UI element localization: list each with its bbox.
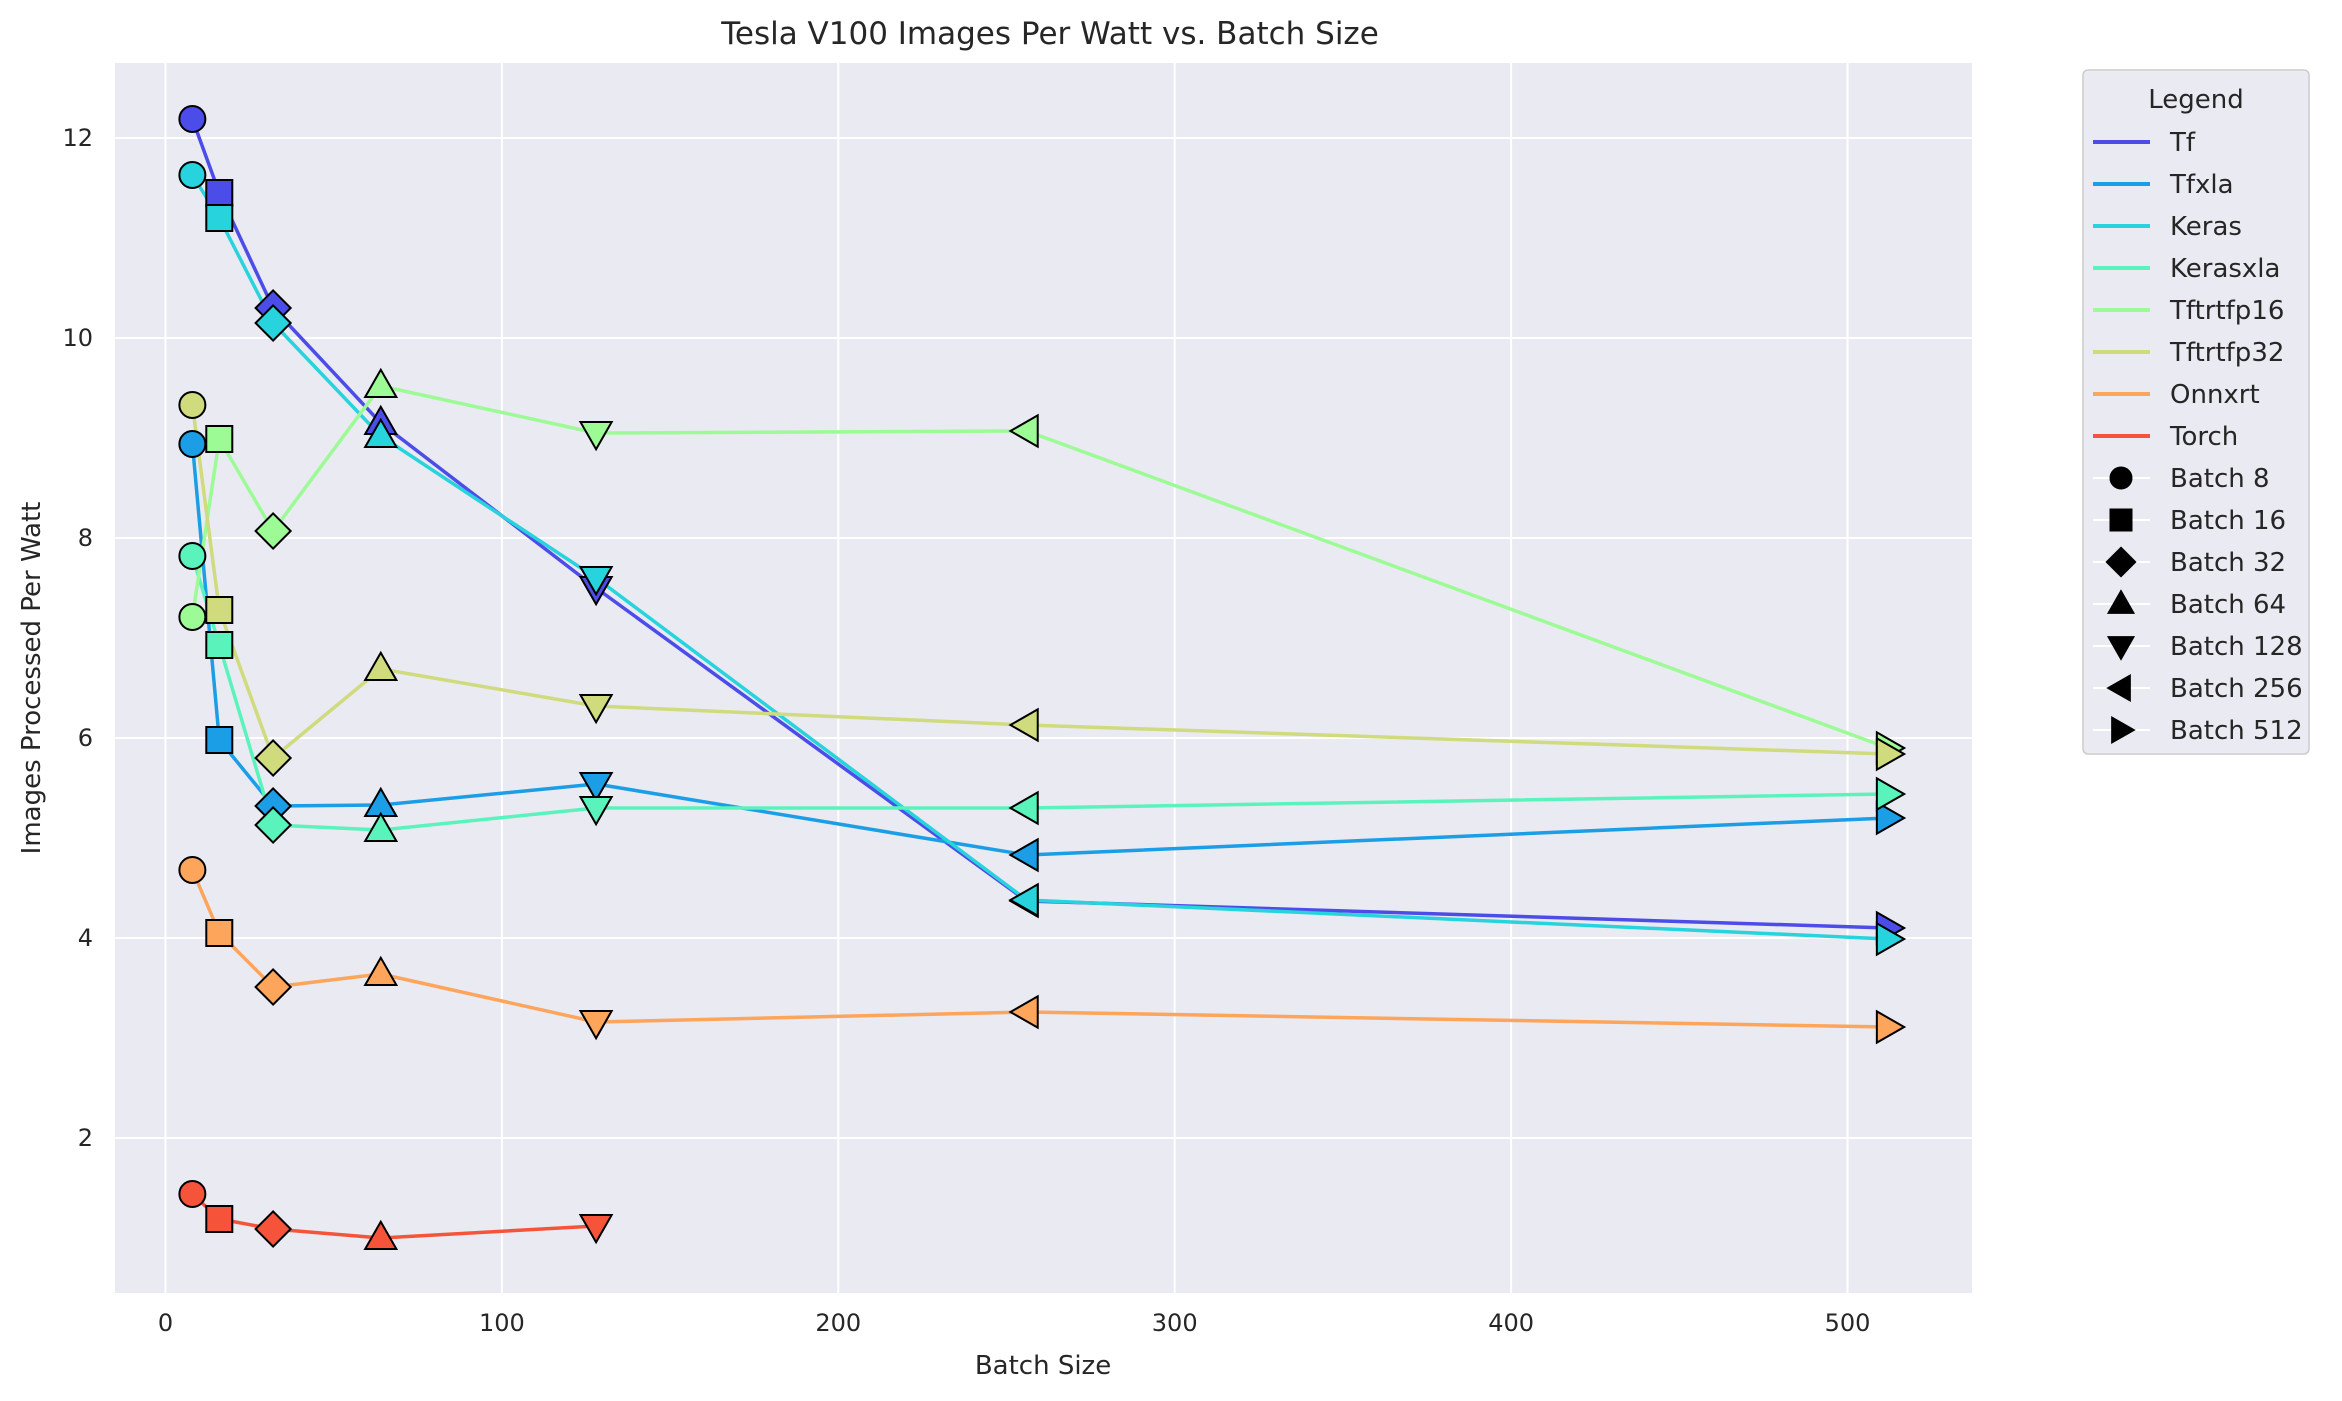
data-point-tf-batch-8 — [178, 105, 207, 133]
data-point-onnxrt-batch-8 — [178, 856, 207, 884]
x-tick-label: 400 — [1488, 1309, 1534, 1337]
y-tick-label: 10 — [62, 324, 93, 352]
data-point-tftrtfp32-batch-512 — [1875, 736, 1907, 772]
data-point-tftrtfp32-batch-32 — [254, 739, 293, 777]
data-point-onnxrt-batch-32 — [254, 968, 293, 1006]
data-point-tfxla-batch-8 — [178, 430, 207, 458]
legend-label: Batch 64 — [2170, 590, 2286, 620]
data-point-kerasxla-batch-32 — [254, 806, 293, 844]
legend-label: Kerasxla — [2170, 254, 2280, 284]
legend-marker-triangle-up — [2106, 589, 2136, 614]
data-point-keras-batch-8 — [178, 161, 207, 189]
y-tick-label: 8 — [78, 524, 93, 552]
data-point-tftrtfp32-batch-16 — [205, 596, 234, 624]
legend-label: Torch — [2169, 422, 2238, 452]
data-point-tftrtfp16-batch-64 — [363, 367, 399, 399]
legend-label: Keras — [2170, 212, 2242, 242]
data-point-tfxla-batch-512 — [1875, 800, 1907, 836]
x-tick-label: 500 — [1825, 1309, 1871, 1337]
legend-label: Batch 16 — [2170, 506, 2286, 536]
grid — [115, 63, 1972, 1293]
data-point-keras-batch-256 — [1008, 882, 1039, 918]
y-tick-label: 2 — [78, 1124, 93, 1152]
legend-label: Batch 512 — [2170, 716, 2303, 746]
series-markers — [178, 105, 1907, 1251]
data-point-onnxrt-batch-16 — [205, 919, 234, 947]
x-axis-label: Batch Size — [975, 1351, 1111, 1381]
data-point-keras-batch-16 — [205, 204, 234, 232]
data-point-kerasxla-batch-256 — [1008, 790, 1039, 826]
data-point-tfxla-batch-16 — [205, 726, 234, 754]
y-tick-label: 6 — [78, 724, 93, 752]
legend-label: Onnxrt — [2170, 380, 2260, 410]
legend: Legend Tf Tfxla Keras Kerasxla Tftrtfp16 Tftr… — [2082, 69, 2310, 755]
data-point-kerasxla-batch-64 — [363, 811, 399, 843]
data-point-keras-batch-32 — [254, 304, 293, 342]
data-point-torch-batch-16 — [205, 1205, 234, 1233]
legend-marker-triangle-left — [2106, 673, 2131, 703]
data-point-onnxrt-batch-256 — [1008, 994, 1039, 1030]
y-tick-label: 4 — [78, 924, 93, 952]
legend-label: Batch 256 — [2170, 674, 2303, 704]
chart-title: Tesla V100 Images Per Watt vs. Batch Siz… — [720, 16, 1379, 52]
data-point-kerasxla-batch-128 — [578, 795, 614, 827]
legend-marker-diamond — [2105, 546, 2137, 578]
data-point-tf-batch-16 — [205, 179, 234, 207]
data-point-tftrtfp16-batch-16 — [205, 425, 234, 453]
data-point-torch-batch-32 — [254, 1210, 293, 1248]
data-point-onnxrt-batch-128 — [578, 1009, 614, 1041]
y-axis-label: Images Processed Per Watt — [17, 502, 47, 855]
data-point-kerasxla-batch-512 — [1875, 776, 1907, 812]
legend-marker-triangle-right — [2111, 715, 2136, 745]
legend-marker-circle — [2109, 466, 2133, 490]
data-point-tftrtfp32-batch-8 — [178, 391, 207, 419]
data-point-keras-batch-128 — [578, 565, 614, 597]
data-point-tftrtfp32-batch-128 — [578, 693, 614, 725]
data-point-keras-batch-512 — [1875, 921, 1907, 957]
data-point-tftrtfp16-batch-256 — [1008, 413, 1039, 449]
legend-label: Tfxla — [2169, 170, 2234, 200]
data-point-onnxrt-batch-64 — [363, 955, 399, 987]
y-tick-label: 12 — [62, 124, 93, 152]
data-point-tftrtfp32-batch-64 — [363, 650, 399, 682]
data-point-tftrtfp16-batch-32 — [254, 512, 293, 550]
legend-marker-square — [2109, 508, 2133, 532]
legend-label: Tftrtfp16 — [2169, 296, 2284, 326]
y-ticks: 2 4 6 8 10 12 — [62, 124, 93, 1152]
legend-box — [2082, 69, 2310, 755]
data-point-torch-batch-64 — [363, 1219, 399, 1251]
legend-title: Legend — [2148, 85, 2244, 115]
data-point-tftrtfp32-batch-256 — [1008, 707, 1039, 743]
data-point-kerasxla-batch-16 — [205, 631, 234, 659]
x-tick-label: 100 — [479, 1309, 525, 1337]
data-point-tfxla-batch-256 — [1008, 837, 1039, 873]
legend-label: Tftrtfp32 — [2169, 338, 2284, 368]
data-point-tftrtfp16-batch-128 — [578, 420, 614, 452]
x-ticks: 0 100 200 300 400 500 — [158, 1309, 1871, 1337]
x-tick-label: 300 — [1152, 1309, 1198, 1337]
data-point-torch-batch-128 — [578, 1213, 614, 1245]
data-point-tftrtfp16-batch-8 — [178, 603, 207, 631]
data-point-tfxla-batch-128 — [578, 771, 614, 803]
x-tick-label: 200 — [815, 1309, 861, 1337]
legend-label: Batch 8 — [2170, 464, 2270, 494]
data-point-keras-batch-64 — [363, 417, 399, 449]
x-tick-label: 0 — [158, 1309, 173, 1337]
legend-marker-triangle-down — [2106, 636, 2136, 661]
legend-items: Tf Tfxla Keras Kerasxla Tftrtfp16 Tftrtfp32 On… — [2093, 128, 2303, 746]
legend-label: Batch 128 — [2170, 632, 2303, 662]
data-point-torch-batch-8 — [178, 1180, 207, 1208]
data-point-kerasxla-batch-8 — [178, 542, 207, 570]
legend-label: Tf — [2169, 128, 2196, 158]
data-point-onnxrt-batch-512 — [1875, 1009, 1907, 1045]
legend-label: Batch 32 — [2170, 548, 2286, 578]
